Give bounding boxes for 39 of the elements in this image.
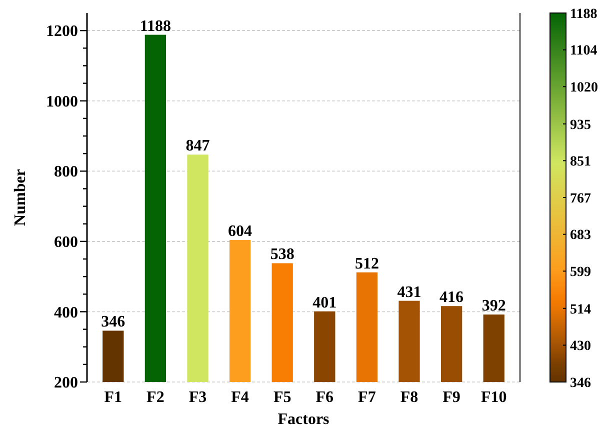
x-tick-label: F2 [146, 389, 164, 406]
y-tick-label: 600 [54, 234, 78, 252]
y-tick-label: 1000 [46, 93, 78, 110]
x-tick-label: F6 [316, 389, 334, 406]
data-label: 401 [312, 294, 337, 312]
y-tick-label: 800 [54, 164, 78, 181]
data-label: 1188 [140, 18, 172, 35]
x-tick-label: F5 [273, 389, 292, 406]
data-label: 431 [397, 284, 422, 301]
color-bar-label: 430 [570, 339, 591, 354]
color-bar-label: 935 [570, 118, 591, 133]
x-tick-label: F1 [104, 389, 122, 406]
color-bar-label: 1104 [570, 44, 598, 59]
color-bar-label: 599 [570, 265, 591, 280]
x-tick-label: F8 [400, 389, 418, 406]
color-bar-label: 1188 [570, 6, 598, 22]
y-tick-label: 400 [54, 304, 78, 322]
x-tick-label: F3 [188, 389, 207, 406]
color-bar-label: 346 [570, 376, 591, 391]
x-tick-label: F10 [480, 389, 507, 406]
data-label: 847 [186, 138, 210, 155]
color-bar-label: 767 [570, 191, 591, 206]
data-label: 538 [270, 246, 294, 264]
x-tick-label: F4 [231, 389, 249, 406]
data-label: 604 [228, 223, 252, 240]
y-axis-title: Number [12, 169, 29, 226]
y-tick-label: 200 [54, 374, 78, 392]
color-bar-label: 851 [570, 154, 591, 170]
x-tick-label: F7 [358, 389, 376, 406]
data-label: 416 [440, 289, 464, 306]
color-bar-label: 1020 [570, 80, 598, 96]
x-tick-label: F9 [442, 389, 460, 406]
y-tick-label: 1200 [46, 23, 78, 40]
color-bar-label: 514 [570, 302, 591, 318]
color-bar-label: 683 [570, 228, 591, 244]
data-label: 346 [101, 314, 126, 331]
data-label: 392 [482, 298, 506, 315]
data-label: 512 [354, 255, 379, 272]
x-axis-title: Factors [278, 411, 330, 428]
